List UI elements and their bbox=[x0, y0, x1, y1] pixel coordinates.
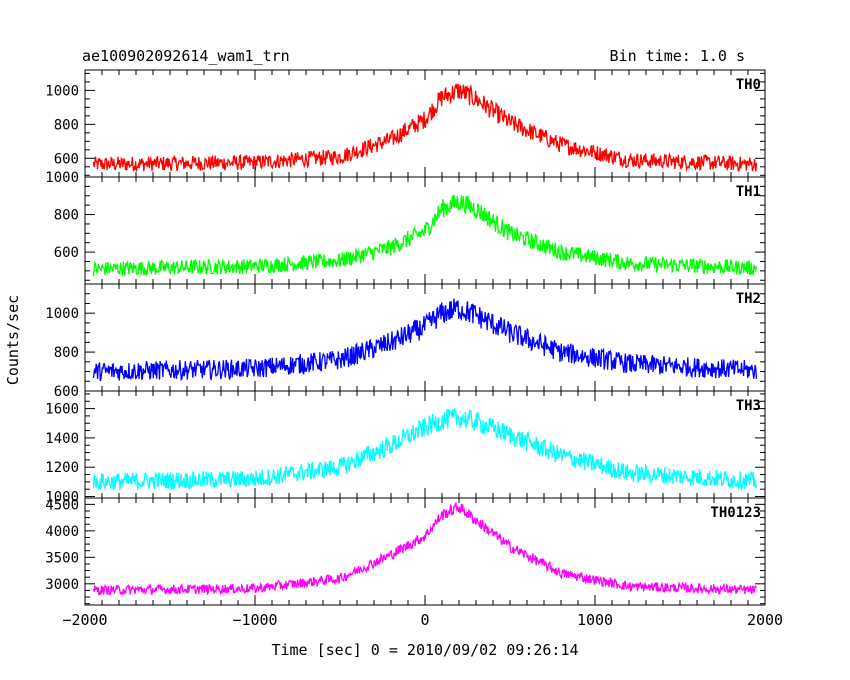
series-th0123 bbox=[92, 501, 758, 597]
header-right: Bin time: 1.0 s bbox=[610, 47, 745, 65]
y-tick-label: 800 bbox=[54, 208, 79, 224]
y-tick-label: 1000 bbox=[45, 83, 79, 99]
y-tick-label: 1000 bbox=[45, 490, 79, 506]
panel-th1: 600 800 1000 TH1 bbox=[45, 170, 766, 285]
y-tick-label: 600 bbox=[54, 245, 79, 261]
panel-th0123: 3000 3500 4000 4500 TH0123 bbox=[45, 497, 766, 606]
x-tick-label: 1000 bbox=[577, 611, 613, 629]
y-tick-label: 800 bbox=[54, 345, 79, 361]
series-th0 bbox=[92, 83, 758, 173]
y-tick-label: 1000 bbox=[45, 170, 79, 186]
x-axis-label: Time [sec] 0 = 2010/09/02 09:26:14 bbox=[271, 641, 578, 659]
y-tick-label: 600 bbox=[54, 384, 79, 400]
x-tick-label: −2000 bbox=[62, 611, 107, 629]
panel-label: TH1 bbox=[736, 184, 761, 200]
y-tick-label: 800 bbox=[54, 117, 79, 133]
x-tick-label: 2000 bbox=[747, 611, 783, 629]
x-axis: −2000 −1000 0 1000 2000 bbox=[62, 611, 783, 629]
y-tick-label: 3000 bbox=[45, 577, 79, 593]
y-tick-label: 4000 bbox=[45, 524, 79, 540]
panel-th0: 600 800 1000 TH0 bbox=[45, 69, 766, 178]
panel-label: TH2 bbox=[736, 291, 761, 307]
series-th2 bbox=[92, 298, 758, 382]
header-left: ae100902092614_wam1_trn bbox=[82, 47, 290, 65]
y-tick-label: 1200 bbox=[45, 460, 79, 476]
x-tick-label: −1000 bbox=[232, 611, 277, 629]
series-th1 bbox=[92, 194, 758, 277]
panel-th3: 1000 1200 1400 1600 TH3 bbox=[45, 390, 766, 506]
x-tick-label: 0 bbox=[420, 611, 429, 629]
panel-label: TH0 bbox=[736, 77, 761, 93]
panel-th2: 600 800 1000 TH2 bbox=[45, 283, 766, 400]
y-tick-label: 1600 bbox=[45, 402, 79, 418]
series-th3 bbox=[92, 408, 758, 492]
y-tick-label: 3500 bbox=[45, 550, 79, 566]
y-tick-label: 600 bbox=[54, 151, 79, 167]
y-axis-label: Counts/sec bbox=[4, 295, 22, 385]
panel-label: TH0123 bbox=[710, 505, 761, 521]
y-tick-label: 1400 bbox=[45, 431, 79, 447]
y-tick-label: 1000 bbox=[45, 306, 79, 322]
panel-label: TH3 bbox=[736, 398, 761, 414]
panels: 600 800 1000 TH0 600 800 1000 TH1 600 800 1000 TH2 1… bbox=[45, 69, 766, 606]
y-tick-label: 4500 bbox=[45, 497, 79, 513]
